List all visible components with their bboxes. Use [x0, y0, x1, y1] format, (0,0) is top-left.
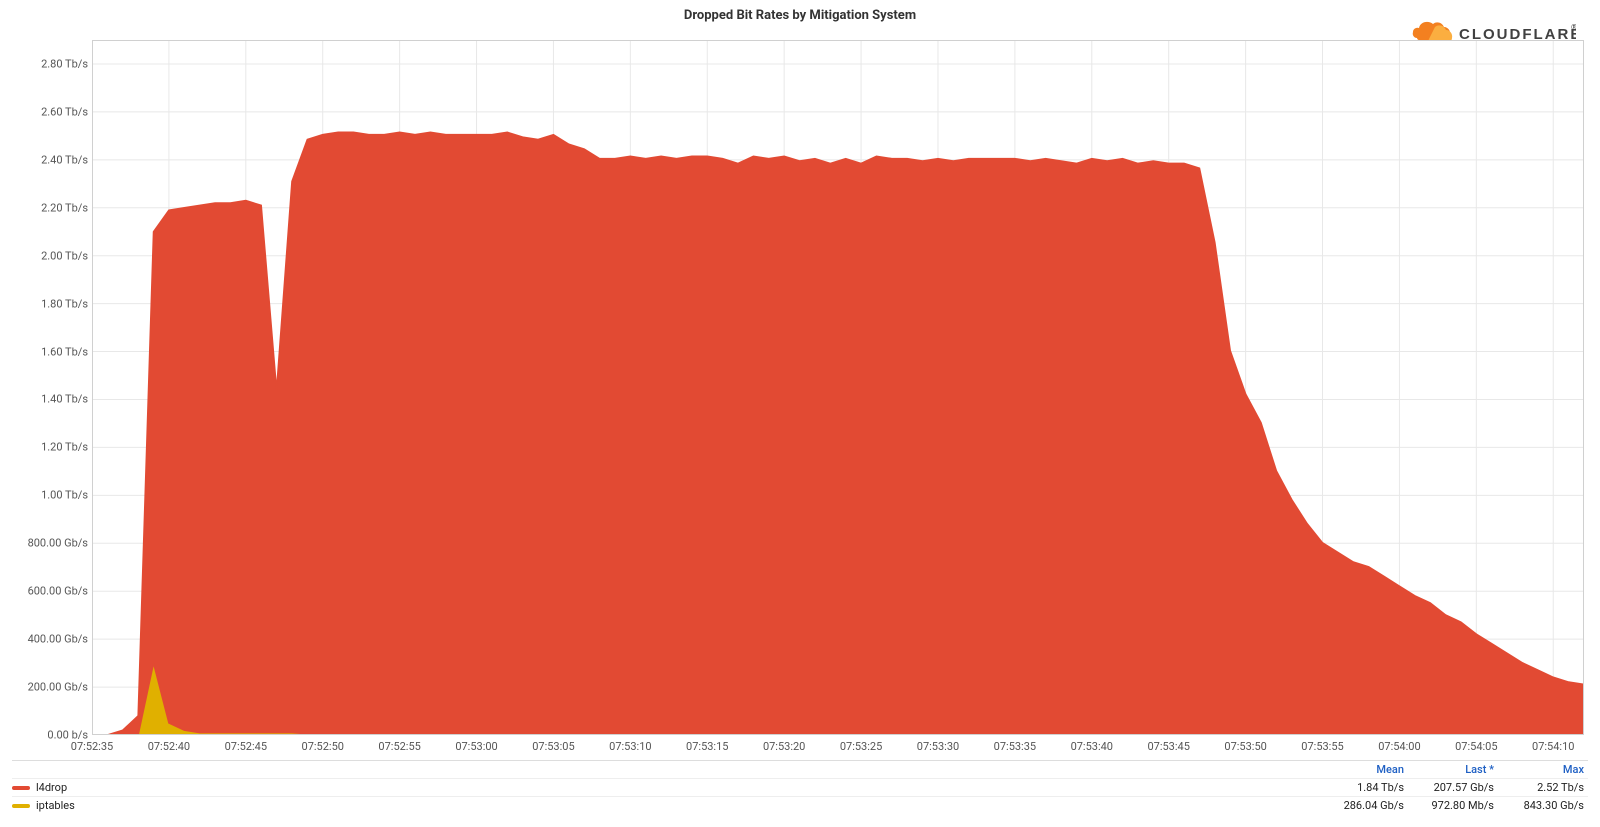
y-tick-label: 1.80 Tb/s [41, 297, 88, 310]
x-tick-label: 07:53:55 [1301, 740, 1343, 753]
y-tick-label: 200.00 Gb/s [28, 681, 88, 694]
x-tick-label: 07:53:35 [994, 740, 1036, 753]
y-tick-label: 2.00 Tb/s [41, 249, 88, 262]
x-tick-label: 07:53:40 [1071, 740, 1113, 753]
y-tick-label: 2.40 Tb/s [41, 153, 88, 166]
x-tick-label: 07:52:45 [225, 740, 267, 753]
x-tick-label: 07:54:05 [1455, 740, 1497, 753]
x-tick-label: 07:53:15 [686, 740, 728, 753]
x-tick-label: 07:54:00 [1378, 740, 1420, 753]
legend-mean: 286.04 Gb/s [1314, 799, 1404, 812]
legend-max: 843.30 Gb/s [1494, 799, 1584, 812]
y-tick-label: 1.40 Tb/s [41, 393, 88, 406]
legend-max: 2.52 Tb/s [1494, 781, 1584, 794]
legend-last: 972.80 Mb/s [1404, 799, 1494, 812]
x-tick-label: 07:53:30 [917, 740, 959, 753]
x-tick-label: 07:52:55 [378, 740, 420, 753]
x-tick-label: 07:52:35 [71, 740, 113, 753]
y-tick-label: 1.00 Tb/s [41, 489, 88, 502]
x-tick-label: 07:52:40 [148, 740, 190, 753]
y-tick-label: 1.60 Tb/s [41, 345, 88, 358]
y-tick-label: 2.60 Tb/s [41, 105, 88, 118]
x-tick-label: 07:52:50 [302, 740, 344, 753]
legend-header: Mean Last * Max [12, 760, 1588, 778]
x-tick-label: 07:53:25 [840, 740, 882, 753]
x-tick-label: 07:54:10 [1532, 740, 1574, 753]
y-tick-label: 400.00 Gb/s [28, 633, 88, 646]
legend-row-iptables[interactable]: iptables 286.04 Gb/s 972.80 Mb/s 843.30 … [12, 796, 1588, 814]
chart-container: Dropped Bit Rates by Mitigation System C… [0, 0, 1600, 827]
y-tick-label: 800.00 Gb/s [28, 537, 88, 550]
legend-col-last[interactable]: Last * [1404, 763, 1494, 776]
x-tick-label: 07:53:50 [1224, 740, 1266, 753]
legend-table: Mean Last * Max l4drop 1.84 Tb/s 207.57 … [12, 760, 1588, 814]
legend-name: iptables [36, 799, 1314, 812]
legend-col-max[interactable]: Max [1494, 763, 1584, 776]
legend-mean: 1.84 Tb/s [1314, 781, 1404, 794]
svg-text:®: ® [1571, 23, 1576, 32]
swatch-iptables [12, 804, 30, 808]
x-tick-label: 07:53:45 [1147, 740, 1189, 753]
chart-title: Dropped Bit Rates by Mitigation System [0, 8, 1600, 23]
y-tick-label: 2.20 Tb/s [41, 201, 88, 214]
y-tick-label: 1.20 Tb/s [41, 441, 88, 454]
legend-row-l4drop[interactable]: l4drop 1.84 Tb/s 207.57 Gb/s 2.52 Tb/s [12, 778, 1588, 796]
plot-area[interactable] [92, 40, 1584, 735]
legend-name: l4drop [36, 781, 1314, 794]
x-tick-label: 07:53:10 [609, 740, 651, 753]
y-tick-label: 2.80 Tb/s [41, 57, 88, 70]
swatch-l4drop [12, 786, 30, 790]
x-tick-label: 07:53:05 [532, 740, 574, 753]
x-tick-label: 07:53:00 [455, 740, 497, 753]
x-tick-label: 07:53:20 [763, 740, 805, 753]
legend-col-mean[interactable]: Mean [1314, 763, 1404, 776]
legend-last: 207.57 Gb/s [1404, 781, 1494, 794]
y-tick-label: 600.00 Gb/s [28, 585, 88, 598]
